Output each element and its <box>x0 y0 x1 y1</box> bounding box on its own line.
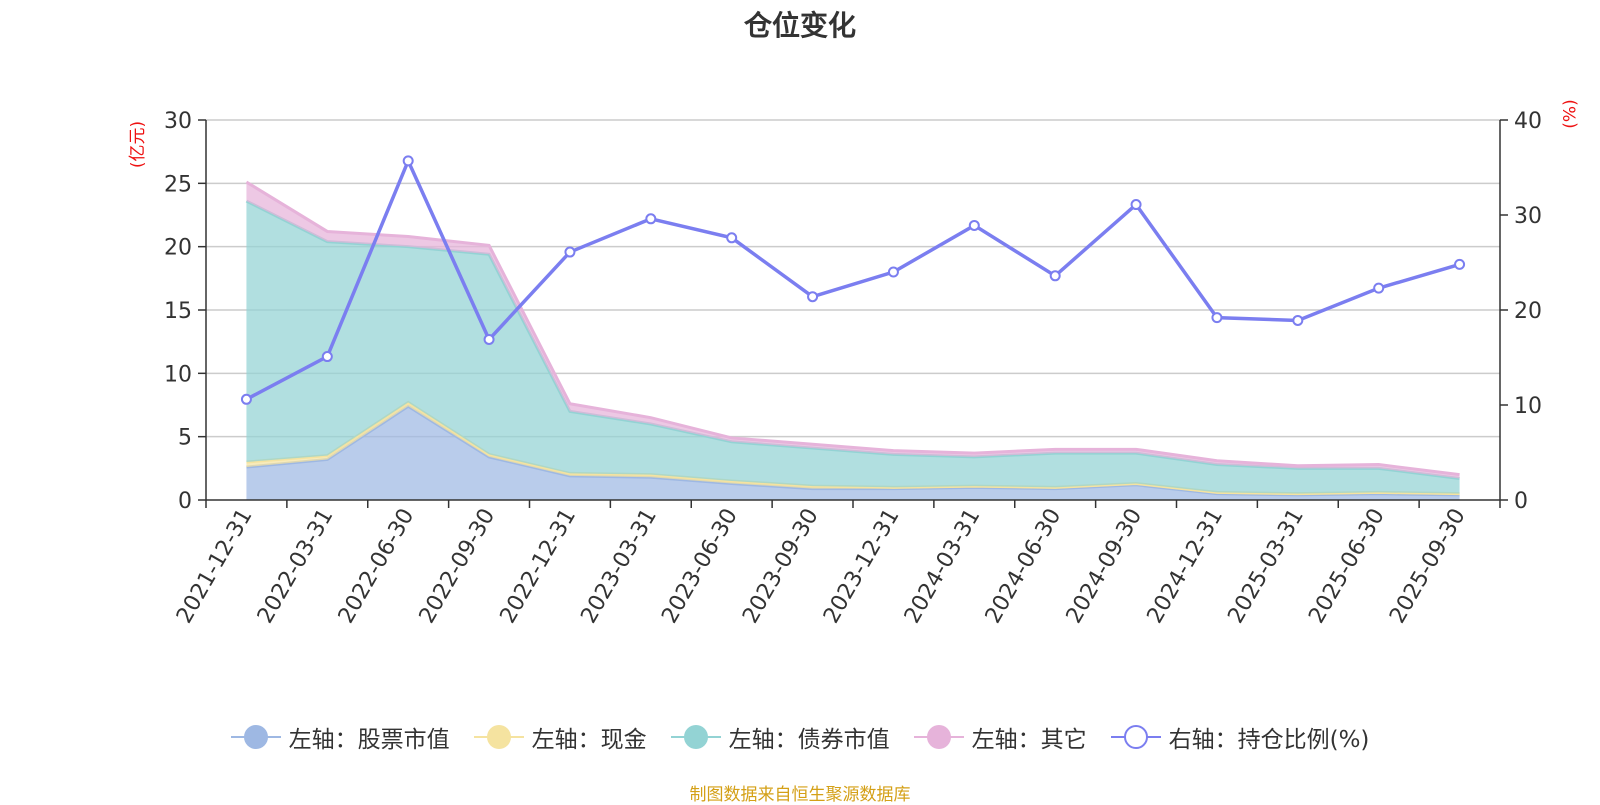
legend-ratio-icon <box>1110 723 1161 751</box>
legend-label: 左轴：股票市值 <box>288 727 450 753</box>
left-tick-label: 25 <box>164 172 192 197</box>
x-tick-label: 2023-03-31 <box>576 505 662 628</box>
area-bond <box>246 201 1460 494</box>
legend-item-other[interactable]: 左轴：其它 <box>913 720 1087 754</box>
ratio-point <box>321 351 333 363</box>
left-tick-label: 15 <box>164 299 192 324</box>
left-tick-label: 10 <box>164 362 192 387</box>
ratio-line <box>245 156 1461 401</box>
ratio-point <box>645 213 657 225</box>
right-tick-label: 20 <box>1514 299 1542 324</box>
x-tick-label: 2024-12-31 <box>1143 505 1229 628</box>
ratio-point <box>726 232 738 244</box>
x-tick-label: 2023-06-30 <box>657 505 743 628</box>
ratio-point <box>564 246 576 258</box>
legend-other-icon <box>913 723 964 751</box>
left-tick-label: 30 <box>164 109 192 134</box>
x-tick-label: 2024-03-31 <box>900 505 986 628</box>
legend-item-cash[interactable]: 左轴：现金 <box>473 720 647 754</box>
legend-item-ratio[interactable]: 右轴：持仓比例(%) <box>1110 720 1370 754</box>
ratio-point <box>1049 270 1061 282</box>
left-tick-label: 20 <box>164 236 192 261</box>
x-tick-label: 2023-12-31 <box>819 505 905 628</box>
chart-legend[interactable]: 左轴：股票市值 左轴：现金 左轴：债券市值 左轴：其它 右轴：持仓比例(%) <box>0 720 1600 754</box>
x-tick-label: 2024-06-30 <box>981 505 1067 628</box>
legend-label: 左轴：现金 <box>531 727 647 753</box>
legend-label: 左轴：其它 <box>971 727 1087 753</box>
x-tick-label: 2022-06-30 <box>334 505 420 628</box>
x-tick-label: 2025-09-30 <box>1385 505 1471 628</box>
legend-label: 左轴：债券市值 <box>728 727 890 753</box>
x-tick-label: 2022-12-31 <box>496 505 582 628</box>
ratio-point <box>1130 199 1142 211</box>
legend-stock-icon <box>230 723 281 751</box>
ratio-point <box>807 291 819 303</box>
ratio-point <box>968 219 980 231</box>
area-stock <box>246 406 1460 500</box>
legend-cash-icon <box>473 723 524 751</box>
x-tick-label: 2025-03-31 <box>1223 505 1309 628</box>
ratio-point <box>887 266 899 278</box>
legend-item-stock[interactable]: 左轴：股票市值 <box>230 720 450 754</box>
x-tick-label: 2022-03-31 <box>253 505 339 628</box>
x-tick-label: 2025-06-30 <box>1304 505 1390 628</box>
right-tick-label: 40 <box>1514 109 1542 134</box>
ratio-point <box>1373 282 1385 294</box>
ratio-point <box>1292 314 1304 326</box>
x-tick-label: 2022-09-30 <box>415 505 501 628</box>
ratio-point <box>1454 258 1466 270</box>
x-tick-label: 2023-09-30 <box>738 505 824 628</box>
right-tick-label: 10 <box>1514 394 1542 419</box>
x-tick-label: 2024-09-30 <box>1062 505 1148 628</box>
chart-canvas: 0 5 10 15 20 25 30 0 10 20 30 40 2021-12-312022-03-3… <box>164 109 1542 628</box>
legend-bond-icon <box>670 723 721 751</box>
ratio-point <box>402 155 414 167</box>
x-tick-label: 2021-12-31 <box>172 505 258 628</box>
area-edge-other <box>245 180 1460 477</box>
source-note: 制图数据来自恒生聚源数据库 <box>689 785 911 805</box>
ratio-point <box>240 393 252 405</box>
legend-item-bond[interactable]: 左轴：债券市值 <box>670 720 890 754</box>
legend-label: 右轴：持仓比例(%) <box>1168 727 1370 753</box>
ratio-point <box>1211 312 1223 324</box>
right-tick-label: 30 <box>1514 204 1542 229</box>
left-tick-label: 0 <box>178 489 192 514</box>
chart-title: 仓位变化 <box>743 9 856 42</box>
ratio-point <box>483 333 495 345</box>
right-tick-label: 0 <box>1514 489 1528 514</box>
left-tick-label: 5 <box>178 426 192 451</box>
